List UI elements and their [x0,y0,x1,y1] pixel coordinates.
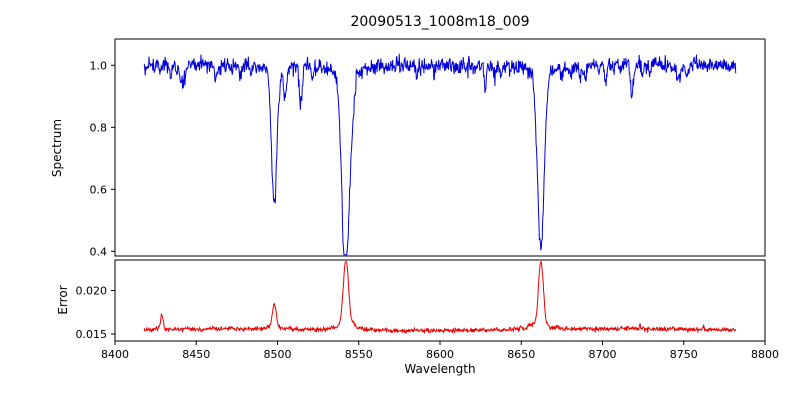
spectrum-panel-frame [114,38,766,257]
x-tick-label: 8500 [264,348,292,361]
y-tick-label: 0.4 [90,245,108,258]
x-tick-label: 8550 [345,348,373,361]
x-tick-label: 8750 [670,348,698,361]
spectrum-line [143,53,737,256]
x-tick-label: 8800 [751,348,779,361]
x-tick-label: 8700 [589,348,617,361]
y-tick-label: 1.0 [90,59,108,72]
y-tick-label: 0.020 [76,285,108,298]
x-tick-label: 8450 [182,348,210,361]
chart-title: 20090513_1008m18_009 [350,14,530,30]
y-tick-label: 0.6 [90,183,108,196]
y-tick-label: 0.8 [90,121,108,134]
error-line [143,261,737,335]
y-tick-label: 0.015 [76,328,108,341]
x-tick-label: 8400 [101,348,129,361]
x-axis-label: Wavelength [404,362,476,376]
x-tick-label: 8600 [426,348,454,361]
x-tick-label: 8650 [507,348,535,361]
